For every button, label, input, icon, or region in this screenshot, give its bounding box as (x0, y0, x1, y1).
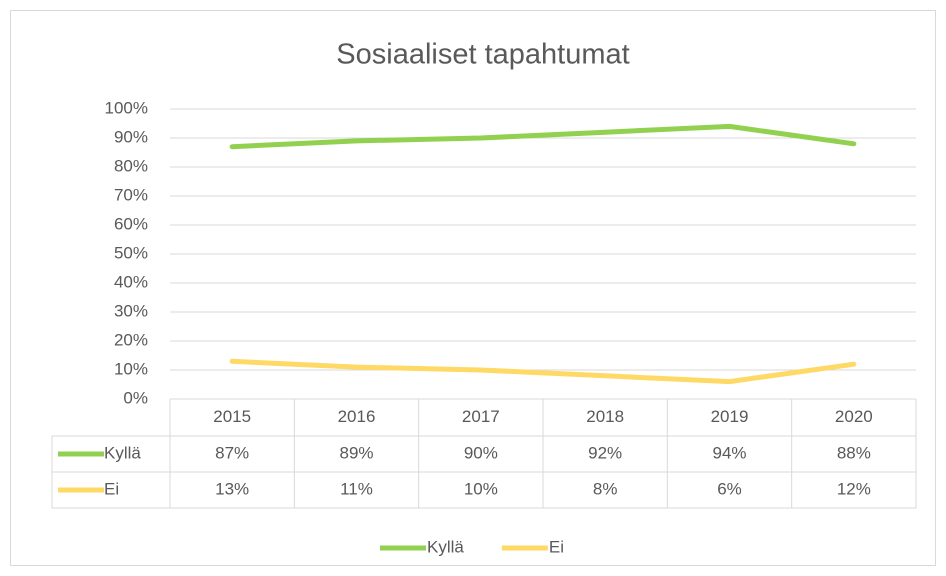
table-row-label: Kyllä (104, 443, 141, 462)
legend-label: Kyllä (427, 537, 464, 556)
table-cell: 92% (588, 443, 622, 462)
table-cell: 90% (464, 443, 498, 462)
table-cell: 12% (837, 479, 871, 498)
data-line (229, 123, 857, 150)
legend-label: Ei (549, 537, 564, 556)
table-cell: 10% (464, 479, 498, 498)
x-tick-label: 2015 (213, 407, 251, 426)
table-cell: 94% (712, 443, 746, 462)
table-cell: 87% (215, 443, 249, 462)
table-cell: 11% (340, 479, 373, 498)
x-tick-label: 2016 (338, 407, 376, 426)
y-tick-label: 80% (114, 156, 148, 175)
chart-border (10, 10, 936, 566)
y-tick-label: 20% (114, 330, 148, 349)
table-cell: 89% (339, 443, 373, 462)
data-line (229, 358, 857, 385)
y-tick-label: 40% (114, 272, 148, 291)
table-row-label: Ei (104, 479, 119, 498)
y-tick-label: 90% (114, 127, 148, 146)
y-tick-label: 60% (114, 214, 148, 233)
table-cell: 6% (717, 479, 742, 498)
table-cell: 8% (593, 479, 618, 498)
y-tick-label: 30% (114, 301, 148, 320)
x-tick-label: 2020 (835, 407, 873, 426)
y-tick-label: 10% (114, 359, 148, 378)
x-tick-label: 2017 (462, 407, 500, 426)
x-tick-label: 2019 (711, 407, 749, 426)
chart-title: Sosiaaliset tapahtumat (336, 39, 629, 71)
y-tick-label: 0% (123, 388, 148, 407)
y-tick-label: 50% (114, 243, 148, 262)
y-tick-label: 100% (105, 98, 148, 117)
table-cell: 88% (837, 443, 871, 462)
x-tick-label: 2018 (586, 407, 624, 426)
table-cell: 13% (215, 479, 249, 498)
y-tick-label: 70% (114, 185, 148, 204)
